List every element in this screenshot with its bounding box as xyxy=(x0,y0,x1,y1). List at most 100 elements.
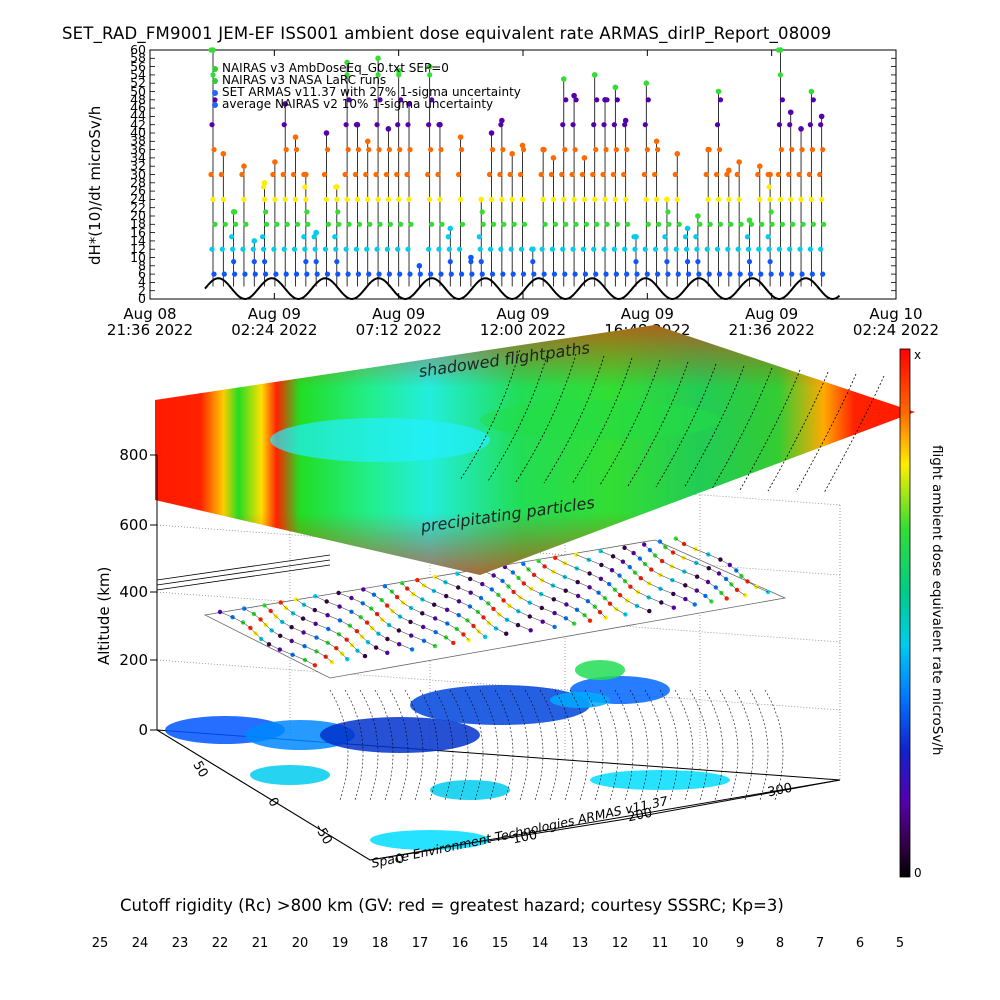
spike-point xyxy=(508,246,514,252)
spike-point xyxy=(562,271,568,277)
spike-peak xyxy=(736,159,742,165)
spike-peak xyxy=(726,167,732,174)
spike-point xyxy=(336,221,342,227)
spike-point xyxy=(259,234,266,240)
spike-peak xyxy=(756,163,763,169)
spike-point xyxy=(220,196,226,202)
spike-point xyxy=(644,147,650,153)
spike-point xyxy=(683,246,690,252)
orbit-track xyxy=(523,563,606,618)
spike-point xyxy=(790,221,796,227)
spike-point xyxy=(726,196,732,202)
spike-point xyxy=(376,271,382,277)
spike-point xyxy=(429,221,435,227)
spike-point xyxy=(612,196,618,202)
spike-point xyxy=(716,147,723,153)
spike-point xyxy=(818,246,824,252)
spike-point xyxy=(363,171,369,178)
spike-point xyxy=(489,147,496,153)
spike-point xyxy=(625,221,631,227)
alt-tick-label: 0 xyxy=(138,721,148,739)
spike-peak xyxy=(426,63,433,70)
spike-point xyxy=(252,271,258,277)
spike-point xyxy=(395,246,401,252)
spike-point xyxy=(210,72,216,78)
floor-track xyxy=(629,689,649,801)
spike-point xyxy=(489,271,496,277)
spike-point xyxy=(398,221,404,227)
spike-point xyxy=(621,171,627,178)
spike-point xyxy=(539,246,545,252)
spike-point xyxy=(593,271,599,277)
floor-track xyxy=(329,689,349,801)
floor-track xyxy=(479,689,499,801)
spike-point xyxy=(447,259,453,265)
y-tick-label: 10 xyxy=(130,249,146,265)
ribbon-track xyxy=(627,361,689,487)
spike-peak xyxy=(767,171,773,178)
spike-point xyxy=(241,196,247,202)
spike-point xyxy=(552,221,559,227)
spike-point xyxy=(345,271,351,277)
spike-point xyxy=(427,196,433,202)
spike-point xyxy=(632,246,638,252)
floor-track xyxy=(599,689,619,801)
spike-point xyxy=(520,271,527,277)
spike-peak xyxy=(323,130,330,136)
spike-point xyxy=(573,97,579,103)
spike-peak xyxy=(560,76,567,82)
spike-point xyxy=(768,209,774,215)
spike-peak xyxy=(530,246,536,252)
spike-point xyxy=(775,171,782,178)
spike-point xyxy=(211,147,217,153)
spike-point xyxy=(500,147,506,153)
spike-point xyxy=(614,221,620,227)
spike-point xyxy=(446,246,452,252)
spike-point xyxy=(560,246,566,252)
spike-point xyxy=(674,196,680,202)
spike-peak xyxy=(468,254,474,261)
alt-tick-label: 400 xyxy=(119,583,148,601)
land-blob xyxy=(320,717,480,753)
orbit-point xyxy=(382,584,388,589)
spike-point xyxy=(355,271,362,277)
y-tick-label: 20 xyxy=(130,208,146,223)
spike-peak xyxy=(571,92,577,99)
spike-point xyxy=(366,271,372,277)
spike-point xyxy=(787,122,793,128)
floor-track xyxy=(404,689,424,801)
bottom-tick-label: 25 xyxy=(91,936,109,951)
spike-point xyxy=(325,221,332,227)
y-tick-label: 44 xyxy=(130,108,146,124)
spike-point xyxy=(676,221,682,227)
spike-point xyxy=(332,234,338,240)
alt-tick-label: 600 xyxy=(119,516,148,534)
spike-point xyxy=(456,171,462,178)
y-tick-label: 50 xyxy=(130,83,146,99)
spike-point xyxy=(518,246,525,252)
y-tick-label: 46 xyxy=(130,100,146,116)
spike-point xyxy=(383,171,389,178)
spike-point xyxy=(766,184,772,190)
y-tick-label: 30 xyxy=(130,166,146,182)
floor-track xyxy=(389,689,409,801)
spike-point xyxy=(335,209,341,215)
spike-point xyxy=(796,171,802,178)
spike-peak xyxy=(540,146,546,153)
spike-point xyxy=(480,221,486,227)
spike-point xyxy=(346,221,352,227)
spike-point xyxy=(759,221,765,227)
bottom-colorbar-title: Cutoff rigidity (Rc) >800 km (GV: red = … xyxy=(120,896,784,915)
spike-point xyxy=(262,209,269,215)
orbit-track xyxy=(624,547,712,602)
y-tick-label: 2 xyxy=(138,282,146,298)
spike-point xyxy=(314,271,320,277)
spike-point xyxy=(425,171,431,178)
spike-point xyxy=(260,184,267,190)
legend-entry: average NAIRAS v2 10% 1-sigma uncertaint… xyxy=(212,98,493,110)
floor-track xyxy=(614,689,634,801)
spike-point xyxy=(579,171,586,178)
spike-point xyxy=(765,234,771,240)
spike-peak xyxy=(591,72,598,78)
spike-point xyxy=(755,171,761,178)
